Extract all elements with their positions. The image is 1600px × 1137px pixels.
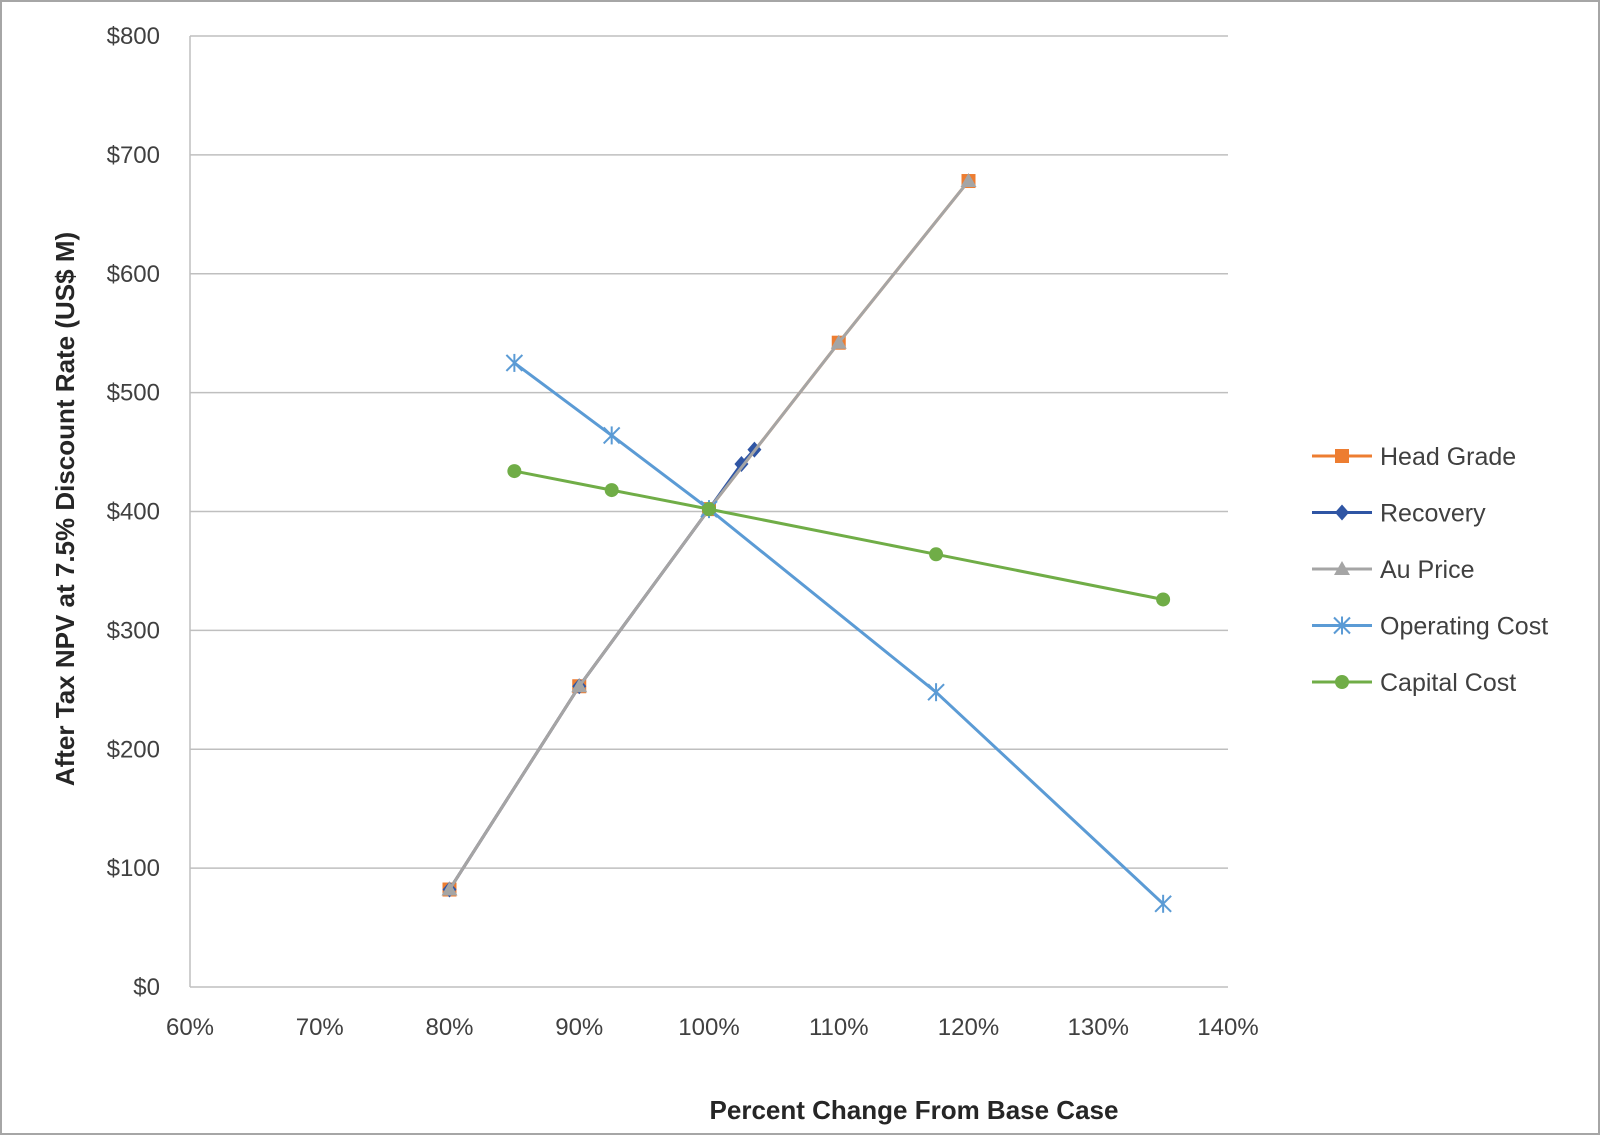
data-point-capital-cost xyxy=(507,464,522,479)
legend-marker xyxy=(1335,449,1349,463)
series-lines xyxy=(441,173,1172,913)
legend-item-operating-cost: Operating Cost xyxy=(1312,613,1548,641)
data-point-recovery xyxy=(734,455,749,472)
x-tick-label: 60% xyxy=(166,1014,214,1041)
y-tick-label: $400 xyxy=(107,499,160,526)
y-tick-label: $200 xyxy=(107,736,160,763)
legend-marker xyxy=(1335,675,1349,689)
y-tick-label: $300 xyxy=(107,617,160,644)
data-point-au-price xyxy=(571,678,588,693)
data-point-capital-cost xyxy=(702,502,716,517)
y-tick-label: $500 xyxy=(107,380,160,407)
y-tick-label: $600 xyxy=(107,261,160,288)
x-tick-label: 100% xyxy=(678,1014,739,1041)
data-point-operating-cost xyxy=(505,353,524,372)
x-tick-label: 120% xyxy=(938,1014,999,1041)
y-axis-title: After Tax NPV at 7.5% Discount Rate (US$… xyxy=(50,232,80,786)
legend-label: Head Grade xyxy=(1380,443,1516,471)
data-point-capital-cost xyxy=(1156,592,1171,607)
x-tick-label: 80% xyxy=(425,1014,473,1041)
x-tick-label: 110% xyxy=(809,1014,869,1041)
y-tick-label: $100 xyxy=(107,855,160,882)
x-axis-ticks: 60% 70% 80% 90% 100% 110% 120% 130% 140% xyxy=(166,1014,1259,1041)
y-tick-label: $700 xyxy=(107,142,160,169)
y-tick-label: $0 xyxy=(133,974,160,1001)
legend-marker xyxy=(1333,616,1351,635)
data-point-au-price xyxy=(830,334,847,349)
data-point-operating-cost xyxy=(1154,894,1172,913)
legend-label: Operating Cost xyxy=(1380,613,1548,641)
data-point-au-price xyxy=(441,881,458,896)
data-point-au-price xyxy=(960,173,977,188)
series-line-head-grade xyxy=(448,180,970,891)
legend-marker xyxy=(1334,561,1350,575)
x-tick-label: 140% xyxy=(1197,1014,1258,1041)
x-axis-title: Percent Change From Base Case xyxy=(710,1095,1119,1125)
y-tick-label: $800 xyxy=(107,23,160,50)
data-point-operating-cost xyxy=(927,683,945,702)
legend-item-head-grade: Head Grade xyxy=(1312,443,1516,471)
y-axis-ticks: $0 $100 $200 $300 $400 $500 $600 $700 $800 xyxy=(107,23,160,1001)
legend-label: Au Price xyxy=(1380,556,1474,584)
legend-label: Capital Cost xyxy=(1380,669,1516,697)
series-line-au-price xyxy=(448,180,970,891)
data-point-capital-cost xyxy=(604,483,619,498)
legend-marker xyxy=(1335,504,1349,521)
data-point-operating-cost xyxy=(602,426,621,445)
legend-label: Recovery xyxy=(1380,500,1486,528)
legend-item-capital-cost: Capital Cost xyxy=(1312,669,1516,697)
legend-item-recovery: Recovery xyxy=(1312,500,1486,528)
legend: Head Grade Recovery Au Price Operating Cost… xyxy=(1312,443,1548,697)
data-point-capital-cost xyxy=(929,547,944,562)
legend-item-au-price: Au Price xyxy=(1312,556,1474,584)
x-tick-label: 90% xyxy=(555,1014,603,1041)
x-tick-label: 130% xyxy=(1068,1014,1129,1041)
x-tick-label: 70% xyxy=(296,1014,344,1041)
